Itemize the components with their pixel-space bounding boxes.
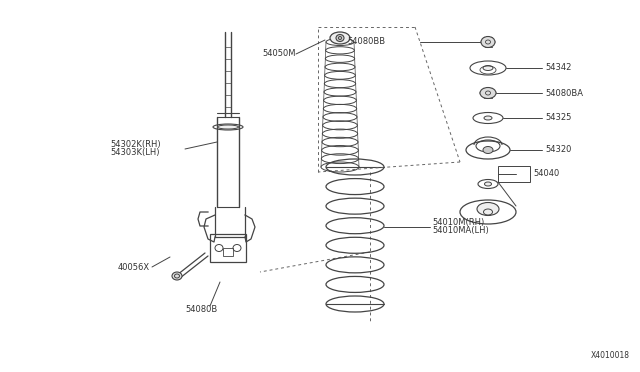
Text: 54342: 54342 [545,64,572,73]
Ellipse shape [477,202,499,215]
Text: 54040: 54040 [533,170,559,179]
Text: 54325: 54325 [545,113,572,122]
Ellipse shape [336,35,344,42]
Ellipse shape [330,32,350,44]
Ellipse shape [484,182,492,186]
Text: 40056X: 40056X [118,263,150,272]
Text: 54080B: 54080B [185,305,217,314]
Text: 54302K(RH): 54302K(RH) [110,140,161,148]
Text: 54080BB: 54080BB [347,38,385,46]
Ellipse shape [483,147,493,154]
Ellipse shape [481,36,495,48]
Ellipse shape [172,272,182,280]
Bar [223,248,233,256]
Bar [498,166,530,182]
Bar [210,234,246,262]
Text: 54320: 54320 [545,145,572,154]
Text: 54303K(LH): 54303K(LH) [110,148,159,157]
Text: 54050M: 54050M [262,49,296,58]
Text: 54080BA: 54080BA [545,89,583,97]
Text: X4010018: X4010018 [591,351,630,360]
Ellipse shape [480,87,496,99]
Text: 54010M(RH): 54010M(RH) [432,218,484,227]
Ellipse shape [218,125,239,129]
Text: 54010MA(LH): 54010MA(LH) [432,227,489,235]
Ellipse shape [484,116,492,120]
Ellipse shape [483,65,493,71]
